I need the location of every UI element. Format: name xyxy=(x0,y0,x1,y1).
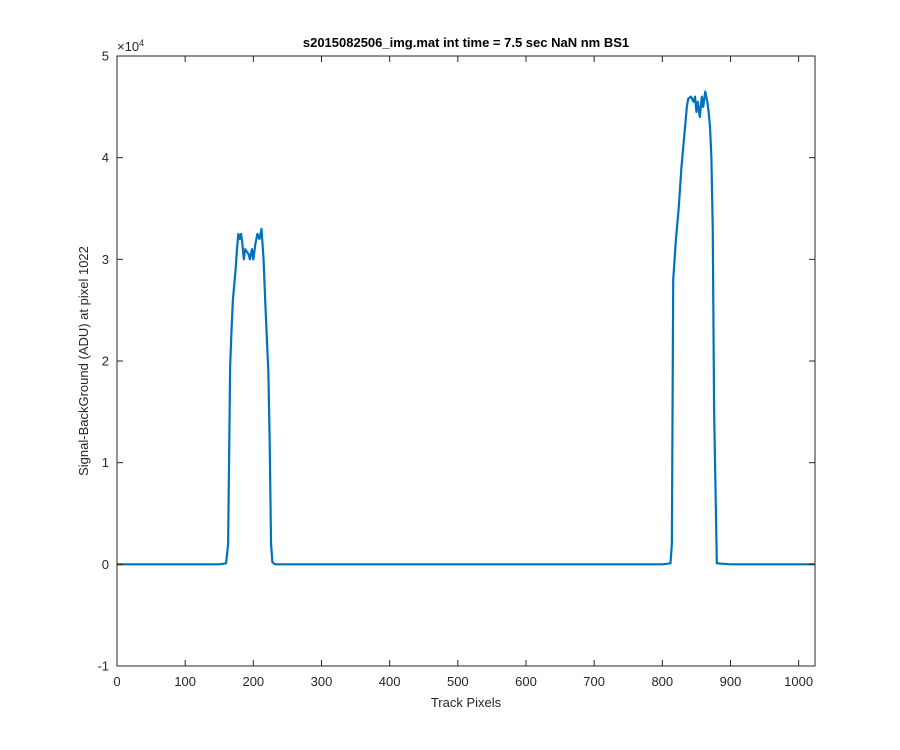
x-axis-ticks: 0 100 200 300 400 500 600 700 800 900 1000 xyxy=(113,56,813,689)
y-tick-label: 2 xyxy=(102,354,109,369)
y-tick-label: 3 xyxy=(102,252,109,267)
data-layer xyxy=(117,90,815,566)
x-tick-label: 400 xyxy=(379,674,401,689)
y-axis-ticks: -1 0 1 2 3 4 5 xyxy=(97,49,815,674)
y-tick-label: 4 xyxy=(102,150,109,165)
y-tick-label: 1 xyxy=(102,455,109,470)
x-tick-label: 500 xyxy=(447,674,469,689)
x-tick-label: 800 xyxy=(651,674,673,689)
x-tick-label: 600 xyxy=(515,674,537,689)
chart-title: s2015082506_img.mat int time = 7.5 sec N… xyxy=(303,35,629,50)
x-tick-label: 100 xyxy=(174,674,196,689)
y-tick-label: 5 xyxy=(102,49,109,64)
x-tick-label: 700 xyxy=(583,674,605,689)
x-tick-label: 0 xyxy=(113,674,120,689)
x-axis-label: Track Pixels xyxy=(431,695,502,710)
y-axis-exponent-power: 4 xyxy=(139,38,144,48)
y-axis-exponent-base: ×10 xyxy=(117,39,139,54)
x-tick-label: 1000 xyxy=(784,674,813,689)
y-axis-exponent: ×104 xyxy=(117,38,144,54)
x-tick-label: 200 xyxy=(242,674,264,689)
x-tick-label: 900 xyxy=(720,674,742,689)
y-tick-label: 0 xyxy=(102,557,109,572)
series-line xyxy=(117,90,815,566)
x-tick-label: 300 xyxy=(311,674,333,689)
y-axis-label: Signal-BackGround (ADU) at pixel 1022 xyxy=(76,246,91,476)
y-tick-label: -1 xyxy=(97,659,109,674)
